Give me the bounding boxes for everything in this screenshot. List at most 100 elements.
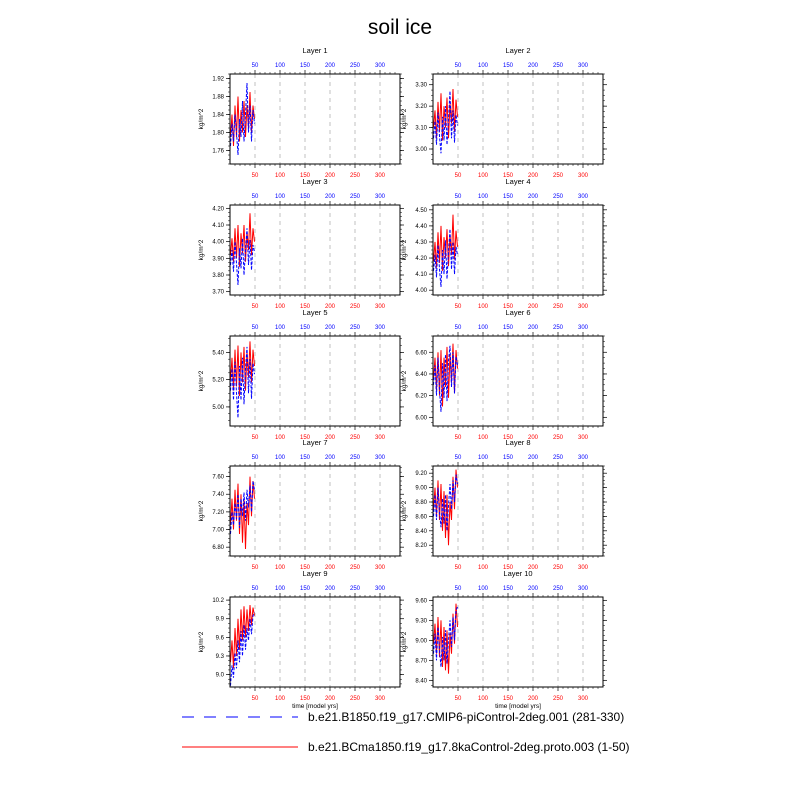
y-tick-label: 5.40 bbox=[212, 350, 224, 356]
y-tick-label: 1.84 bbox=[212, 113, 224, 119]
x-tick-label-top: 100 bbox=[275, 194, 286, 200]
x-tick-label-top: 250 bbox=[553, 455, 564, 461]
x-tick-label-bottom: 300 bbox=[375, 696, 386, 702]
x-tick-label-bottom: 300 bbox=[578, 173, 589, 179]
x-tick-label-top: 300 bbox=[375, 586, 386, 592]
x-tick-label-bottom: 300 bbox=[578, 304, 589, 310]
y-tick-label: 9.30 bbox=[415, 618, 427, 624]
panel-layer-1: Layer 1 50 50 100 100 150 150 200 200 250 250 300 30… bbox=[198, 46, 404, 179]
x-tick-label-bottom: 100 bbox=[478, 565, 489, 571]
panel-layer-8: Layer 8 50 50 100 100 150 150 200 200 250 250 300 30… bbox=[401, 438, 607, 571]
x-tick-label-bottom: 150 bbox=[503, 435, 514, 441]
series-cmip6-blue-line bbox=[433, 91, 458, 154]
y-tick-label: 1.92 bbox=[212, 77, 224, 83]
x-tick-label-top: 250 bbox=[350, 455, 361, 461]
x-tick-label-top: 300 bbox=[578, 325, 589, 331]
x-tick-label-top: 50 bbox=[252, 325, 259, 331]
x-tick-label-top: 100 bbox=[275, 455, 286, 461]
x-tick-label-top: 300 bbox=[578, 455, 589, 461]
series-cmip6-blue-line bbox=[433, 345, 458, 412]
series-cmip6-blue-line bbox=[230, 228, 255, 286]
plot-frame bbox=[229, 204, 401, 296]
x-tick-label-top: 150 bbox=[300, 63, 311, 69]
y-axis-label: kg/m^2 bbox=[198, 108, 205, 129]
panel-title: Layer 7 bbox=[302, 438, 327, 447]
plot-frame bbox=[432, 204, 604, 296]
x-tick-label-top: 200 bbox=[528, 63, 539, 69]
y-axis-label: kg/m^2 bbox=[401, 500, 408, 521]
legend-label-cmip6: b.e21.B1850.f19_g17.CMIP6-piControl-2deg… bbox=[308, 710, 624, 724]
x-tick-label-top: 150 bbox=[503, 586, 514, 592]
x-tick-label-top: 200 bbox=[528, 194, 539, 200]
x-tick-label-top: 200 bbox=[528, 586, 539, 592]
y-tick-label: 9.00 bbox=[415, 638, 427, 644]
panel-title: Layer 3 bbox=[302, 177, 327, 186]
y-tick-label: 3.30 bbox=[415, 83, 427, 89]
x-tick-label-top: 150 bbox=[300, 325, 311, 331]
y-tick-label: 4.00 bbox=[212, 240, 224, 246]
x-tick-label-bottom: 150 bbox=[503, 565, 514, 571]
x-tick-label-top: 100 bbox=[478, 63, 489, 69]
x-tick-label-bottom: 100 bbox=[275, 565, 286, 571]
y-tick-label: 8.80 bbox=[415, 500, 427, 506]
y-tick-label: 4.50 bbox=[415, 208, 427, 214]
y-tick-label: 3.20 bbox=[415, 104, 427, 110]
x-tick-label-top: 300 bbox=[375, 194, 386, 200]
x-tick-label-top: 100 bbox=[478, 325, 489, 331]
x-tick-label-top: 300 bbox=[375, 325, 386, 331]
x-tick-label-top: 250 bbox=[553, 63, 564, 69]
x-tick-label-bottom: 200 bbox=[325, 565, 336, 571]
y-tick-label: 9.6 bbox=[216, 635, 225, 641]
x-tick-label-top: 100 bbox=[275, 586, 286, 592]
x-tick-label-bottom: 100 bbox=[478, 435, 489, 441]
x-tick-label-top: 200 bbox=[528, 455, 539, 461]
x-tick-label-bottom: 50 bbox=[455, 696, 462, 702]
y-axis-label: kg/m^2 bbox=[198, 239, 205, 260]
x-tick-label-bottom: 300 bbox=[375, 435, 386, 441]
x-tick-label-bottom: 100 bbox=[275, 696, 286, 702]
x-tick-label-top: 300 bbox=[578, 194, 589, 200]
y-tick-label: 1.88 bbox=[212, 95, 224, 101]
panel-layer-9: Layer 9 50 50 100 100 150 150 200 200 250 250 300 30… bbox=[198, 569, 404, 710]
plot-frame bbox=[229, 596, 401, 688]
x-tick-label-top: 300 bbox=[578, 63, 589, 69]
x-tick-label-top: 50 bbox=[455, 586, 462, 592]
x-tick-label-bottom: 250 bbox=[350, 435, 361, 441]
y-tick-label: 4.20 bbox=[212, 206, 224, 212]
series-cmip6-blue-line bbox=[230, 82, 255, 156]
panel-layer-5: Layer 5 50 50 100 100 150 150 200 200 250 250 300 30… bbox=[198, 308, 404, 441]
y-tick-label: 9.00 bbox=[415, 486, 427, 492]
y-tick-label: 8.20 bbox=[415, 543, 427, 549]
y-tick-label: 3.80 bbox=[212, 273, 224, 279]
x-tick-label-bottom: 150 bbox=[503, 304, 514, 310]
panel-title: Layer 10 bbox=[503, 569, 532, 578]
x-tick-label-bottom: 50 bbox=[455, 565, 462, 571]
y-tick-label: 4.20 bbox=[415, 256, 427, 262]
plot-frame bbox=[432, 465, 604, 557]
panel-title: Layer 6 bbox=[505, 308, 530, 317]
panel-title: Layer 1 bbox=[302, 46, 327, 55]
x-tick-label-bottom: 100 bbox=[275, 435, 286, 441]
x-tick-label-top: 200 bbox=[325, 455, 336, 461]
y-axis-label: kg/m^2 bbox=[198, 631, 205, 652]
y-tick-label: 4.30 bbox=[415, 240, 427, 246]
x-tick-label-bottom: 50 bbox=[455, 173, 462, 179]
plot-frame bbox=[432, 335, 604, 427]
x-tick-label-bottom: 200 bbox=[325, 696, 336, 702]
x-tick-label-top: 50 bbox=[455, 194, 462, 200]
y-tick-label: 3.10 bbox=[415, 126, 427, 132]
y-axis-label: kg/m^2 bbox=[401, 370, 408, 391]
x-tick-label-top: 50 bbox=[252, 455, 259, 461]
series-cmip6-blue-line bbox=[230, 612, 255, 686]
x-tick-label-top: 50 bbox=[455, 455, 462, 461]
y-tick-label: 6.20 bbox=[415, 394, 427, 400]
x-tick-label-bottom: 250 bbox=[553, 696, 564, 702]
x-tick-label-top: 100 bbox=[478, 455, 489, 461]
y-tick-label: 3.90 bbox=[212, 256, 224, 262]
y-tick-label: 6.40 bbox=[415, 372, 427, 378]
plot-frame bbox=[432, 73, 604, 165]
y-tick-label: 8.60 bbox=[415, 514, 427, 520]
panel-layer-2: Layer 2 50 50 100 100 150 150 200 200 250 250 300 30… bbox=[401, 46, 607, 179]
y-tick-label: 4.00 bbox=[415, 288, 427, 294]
